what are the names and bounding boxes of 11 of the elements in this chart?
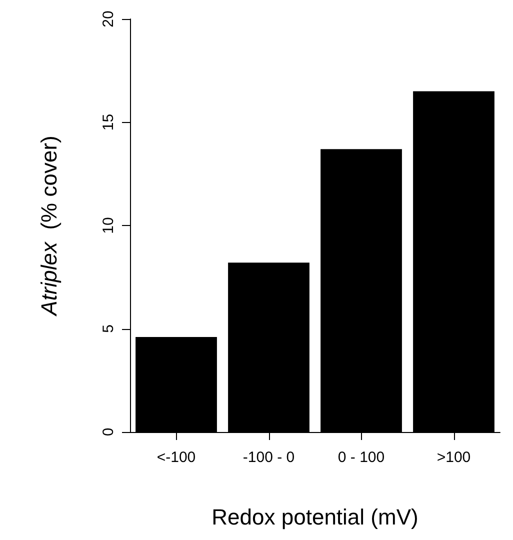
x-tick-label: 0 - 100 xyxy=(338,449,385,466)
y-axis-title: Atriplex (% cover) xyxy=(36,136,62,318)
x-axis-title: Redox potential (mV) xyxy=(212,504,418,530)
y-tick-label: 0 xyxy=(100,428,117,436)
y-tick-label: 20 xyxy=(100,10,117,28)
y-tick-label: 15 xyxy=(100,114,117,131)
x-tick-label: -100 - 0 xyxy=(242,449,295,466)
y-tick-label: 10 xyxy=(100,217,117,234)
y-tick-label: 5 xyxy=(100,324,117,333)
x-tick-label: <-100 xyxy=(156,449,196,466)
x-tick-label: >100 xyxy=(436,449,471,466)
